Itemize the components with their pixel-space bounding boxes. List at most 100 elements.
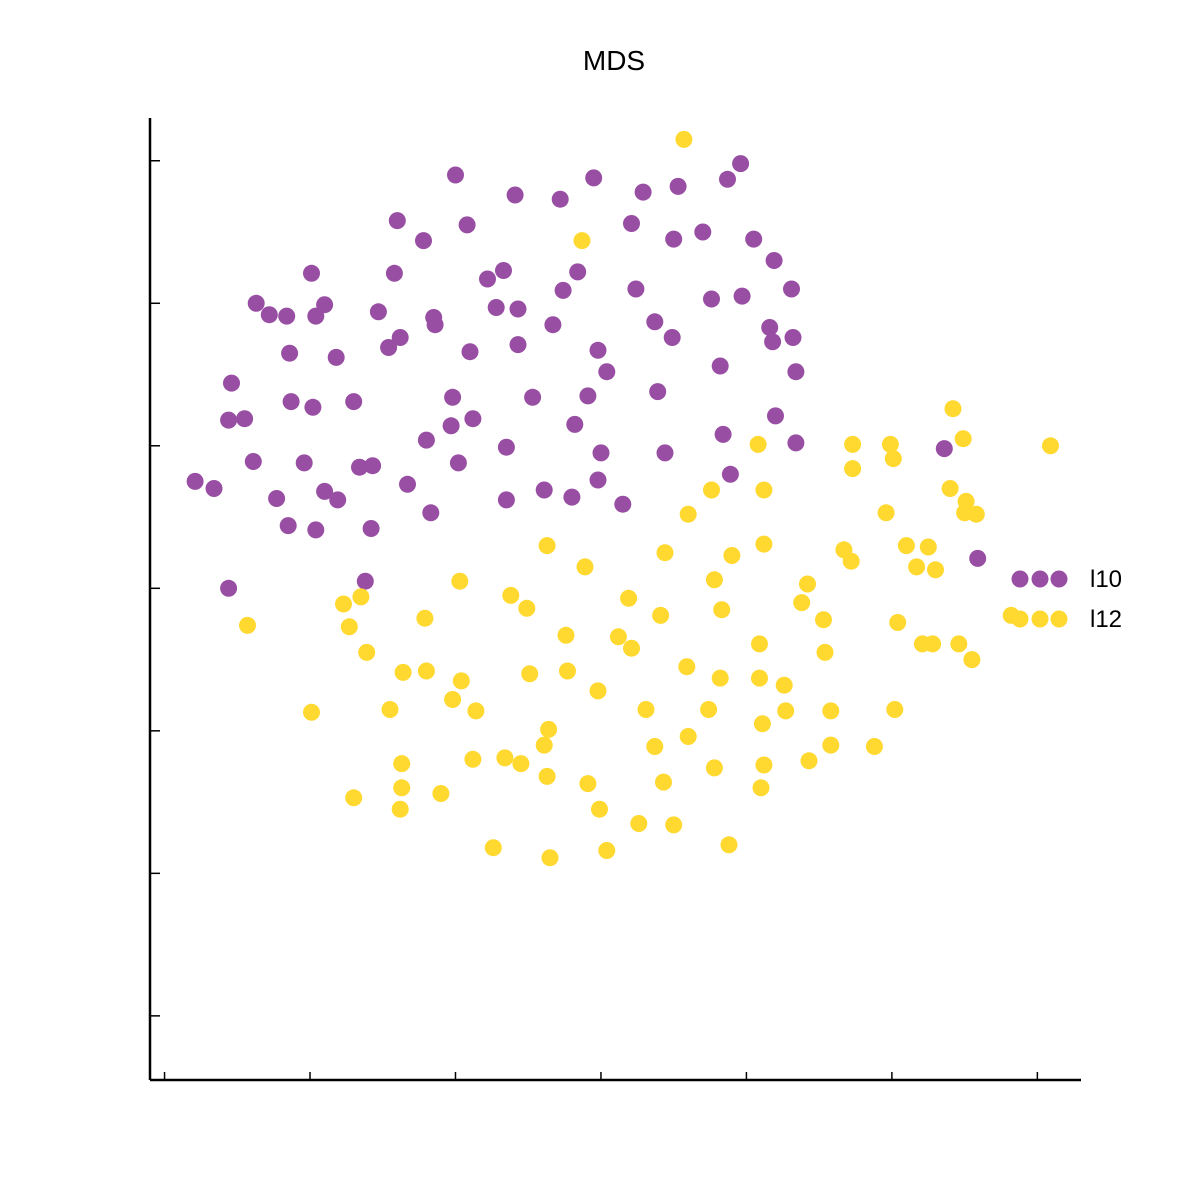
data-point-l10 [721, 465, 739, 483]
data-point-l12 [816, 643, 834, 661]
data-point-l10 [391, 329, 409, 346]
data-point-l12 [924, 635, 942, 653]
data-point-l10 [551, 190, 569, 208]
data-point-l12 [822, 702, 840, 720]
data-point-l10 [303, 264, 320, 282]
data-point-l10 [969, 549, 987, 567]
data-point-l12 [589, 682, 607, 700]
data-point-l10 [345, 393, 363, 411]
data-point-l10 [223, 374, 240, 392]
data-point-l12 [573, 232, 591, 250]
data-point-l12 [950, 635, 968, 653]
data-point-l12 [799, 575, 816, 593]
data-point-l10 [186, 472, 204, 490]
data-point-l10 [694, 223, 712, 241]
data-point-l10 [307, 307, 325, 325]
data-point-l10 [279, 517, 297, 535]
data-point-l10 [447, 166, 464, 184]
data-point-l12 [579, 775, 597, 793]
legend-marker-l12 [1031, 610, 1049, 628]
data-point-l12 [678, 658, 696, 676]
data-point-l12 [881, 435, 899, 453]
data-point-l12 [822, 736, 840, 754]
data-point-l12 [755, 756, 773, 774]
data-point-l12 [303, 703, 320, 721]
data-point-l10 [579, 387, 597, 405]
data-point-l12 [598, 842, 616, 859]
data-point-l10 [417, 431, 435, 449]
data-point-l12 [1042, 437, 1059, 455]
data-point-l12 [393, 779, 411, 797]
data-point-l10 [369, 303, 387, 321]
data-point-l12 [358, 643, 376, 661]
data-point-l10 [479, 270, 496, 288]
data-point-l12 [749, 435, 767, 453]
data-point-l10 [356, 572, 374, 590]
data-point-l12 [713, 601, 731, 619]
data-point-l12 [417, 662, 435, 680]
data-point-l12 [646, 738, 664, 755]
data-point-l10 [544, 316, 562, 334]
data-point-l12 [941, 480, 959, 497]
legend-marker-l10 [1050, 570, 1068, 588]
data-point-l12 [451, 572, 469, 590]
data-point-l12 [467, 702, 485, 720]
data-point-l12 [815, 611, 832, 629]
data-point-l10 [281, 344, 299, 362]
data-point-l12 [751, 669, 768, 687]
data-point-l10 [787, 363, 805, 381]
data-point-l12 [703, 481, 720, 499]
data-point-l12 [464, 750, 482, 768]
data-point-l10 [282, 393, 300, 411]
data-point-l10 [566, 415, 584, 433]
data-point-l12 [521, 665, 539, 683]
data-point-l10 [422, 504, 440, 522]
data-point-l12 [679, 728, 697, 745]
data-point-l10 [764, 333, 782, 351]
data-point-l10 [554, 281, 572, 299]
data-point-l12 [557, 626, 575, 644]
data-point-l12 [391, 800, 409, 818]
data-point-l12 [340, 618, 358, 636]
data-point-l10 [614, 495, 632, 513]
data-point-l10 [627, 280, 645, 298]
data-point-l12 [927, 561, 944, 579]
data-point-l10 [563, 488, 581, 506]
data-point-l12 [665, 816, 683, 834]
data-point-l10 [524, 388, 542, 406]
data-point-l12 [897, 537, 915, 555]
data-point-l10 [646, 313, 664, 331]
data-point-l12 [637, 701, 655, 718]
data-point-l10 [205, 480, 223, 497]
data-point-l10 [464, 410, 482, 428]
data-point-l12 [541, 849, 559, 867]
data-point-l12 [393, 755, 411, 773]
data-point-l10 [767, 407, 784, 425]
data-point-l12 [538, 537, 556, 555]
data-point-l10 [623, 215, 640, 232]
data-point-l12 [723, 547, 741, 564]
data-point-l12 [559, 662, 576, 680]
data-point-l10 [247, 294, 265, 312]
data-point-l10 [506, 186, 524, 204]
data-point-l10 [329, 491, 347, 509]
data-point-l12 [751, 635, 768, 653]
data-point-l10 [509, 336, 527, 354]
data-point-l12 [502, 586, 520, 604]
data-point-l10 [362, 520, 380, 537]
data-point-l12 [416, 609, 434, 627]
data-point-l12 [679, 505, 697, 523]
data-point-l10 [495, 262, 512, 279]
data-point-l10 [295, 454, 313, 472]
data-point-l10 [461, 343, 479, 361]
data-point-l12 [777, 702, 795, 720]
data-point-l12 [884, 450, 902, 468]
data-point-l10 [787, 434, 805, 452]
data-point-l12 [432, 785, 450, 802]
data-point-l12 [705, 759, 723, 777]
data-point-l12 [889, 614, 907, 631]
data-point-l10 [415, 232, 432, 250]
data-point-l10 [669, 177, 687, 195]
data-point-l10 [663, 329, 681, 346]
data-point-l12 [775, 676, 793, 694]
